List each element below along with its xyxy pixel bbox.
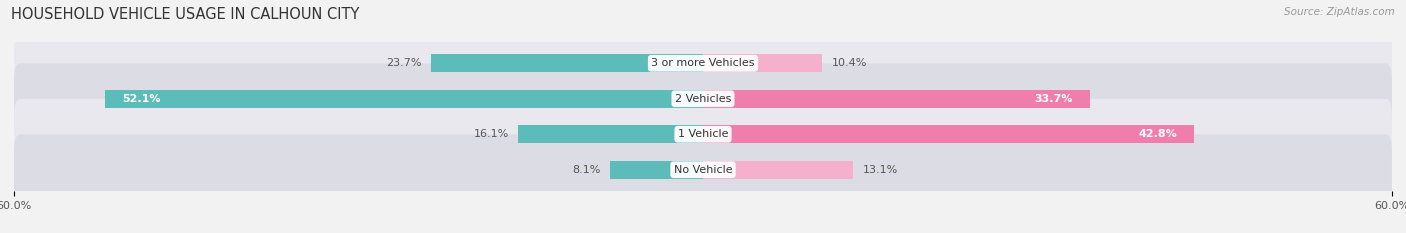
Text: 8.1%: 8.1%: [572, 165, 600, 175]
FancyBboxPatch shape: [14, 134, 1392, 205]
Bar: [703, 54, 823, 72]
FancyBboxPatch shape: [14, 63, 1392, 134]
Text: 13.1%: 13.1%: [863, 165, 898, 175]
Text: 23.7%: 23.7%: [387, 58, 422, 68]
Text: Source: ZipAtlas.com: Source: ZipAtlas.com: [1284, 7, 1395, 17]
Text: 2 Vehicles: 2 Vehicles: [675, 94, 731, 104]
Bar: [430, 54, 703, 72]
Text: 16.1%: 16.1%: [474, 129, 509, 139]
Bar: [703, 125, 1195, 144]
FancyBboxPatch shape: [14, 28, 1392, 99]
Text: 33.7%: 33.7%: [1035, 94, 1073, 104]
Bar: [610, 161, 703, 179]
Text: HOUSEHOLD VEHICLE USAGE IN CALHOUN CITY: HOUSEHOLD VEHICLE USAGE IN CALHOUN CITY: [11, 7, 360, 22]
Text: 10.4%: 10.4%: [831, 58, 868, 68]
Text: 3 or more Vehicles: 3 or more Vehicles: [651, 58, 755, 68]
Bar: [703, 89, 1090, 108]
Bar: [105, 89, 703, 108]
Text: 52.1%: 52.1%: [122, 94, 160, 104]
Text: No Vehicle: No Vehicle: [673, 165, 733, 175]
Bar: [519, 125, 703, 144]
Text: 42.8%: 42.8%: [1139, 129, 1177, 139]
Bar: [703, 161, 853, 179]
Text: 1 Vehicle: 1 Vehicle: [678, 129, 728, 139]
FancyBboxPatch shape: [14, 99, 1392, 170]
